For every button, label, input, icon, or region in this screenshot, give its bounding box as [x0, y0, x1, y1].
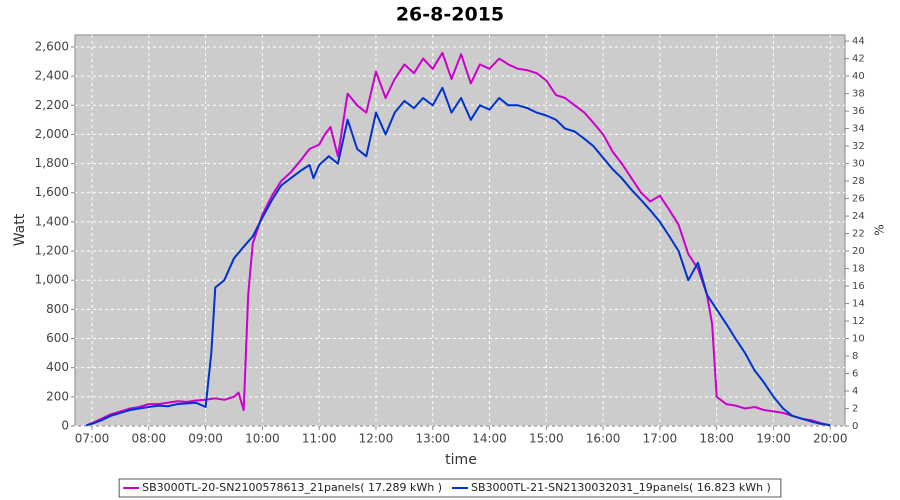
y2-tick-label: 4	[852, 386, 858, 397]
y-tick-label: 1,400	[35, 214, 69, 228]
y2-tick-label: 6	[852, 369, 858, 380]
x-axis-label: time	[445, 452, 477, 468]
y2-tick-label: 12	[852, 316, 865, 327]
y-tick-label: 2,400	[35, 69, 69, 83]
x-tick-label: 10:00	[245, 432, 280, 446]
y2-tick-label: 36	[852, 106, 865, 117]
y2-tick-label: 34	[852, 124, 865, 135]
y2-tick-label: 8	[852, 351, 858, 362]
y2-tick-label: 22	[852, 229, 865, 240]
x-tick-label: 17:00	[643, 432, 678, 446]
y-tick-label: 400	[46, 360, 69, 374]
y2-tick-label: 2	[852, 404, 858, 415]
x-tick-label: 14:00	[472, 432, 507, 446]
x-tick-label: 07:00	[75, 432, 110, 446]
y2-tick-label: 16	[852, 281, 865, 292]
x-tick-label: 09:00	[188, 432, 223, 446]
x-tick-label: 08:00	[132, 432, 167, 446]
y-tick-label: 2,200	[35, 98, 69, 112]
y-tick-label: 200	[46, 389, 69, 403]
y-tick-label: 1,800	[35, 156, 69, 170]
y2-tick-label: 40	[852, 71, 865, 82]
x-tick-label: 20:00	[813, 432, 848, 446]
y2-tick-label: 30	[852, 159, 865, 170]
y-tick-label: 2,000	[35, 127, 69, 141]
y2-tick-label: 10	[852, 334, 865, 345]
y-tick-label: 1,200	[35, 244, 69, 258]
y2-tick-label: 44	[852, 36, 865, 47]
x-tick-label: 12:00	[359, 432, 394, 446]
y-tick-label: 1,600	[35, 185, 69, 199]
y-tick-label: 800	[46, 302, 69, 316]
y2-tick-label: 14	[852, 299, 865, 310]
y2-tick-label: 28	[852, 176, 865, 187]
y2-tick-label: 0	[852, 421, 858, 432]
y-tick-label: 1,000	[35, 273, 69, 287]
y-tick-label: 600	[46, 331, 69, 345]
legend-label: SB3000TL-20-SN2100578613_21panels( 17.28…	[142, 481, 442, 494]
y2-tick-label: 26	[852, 194, 865, 205]
y-axis-label: Watt	[12, 213, 28, 246]
y2-tick-label: 20	[852, 246, 865, 257]
x-tick-label: 11:00	[302, 432, 337, 446]
y2-tick-label: 18	[852, 264, 865, 275]
x-tick-label: 16:00	[586, 432, 621, 446]
legend-label: SB3000TL-21-SN2130032031_19panels( 16.82…	[471, 481, 771, 494]
y-tick-label: 2,600	[35, 39, 69, 53]
y2-tick-label: 32	[852, 141, 865, 152]
series-line	[86, 86, 831, 427]
x-tick-label: 18:00	[699, 432, 734, 446]
y-tick-label: 0	[61, 419, 69, 433]
x-tick-label: 15:00	[529, 432, 564, 446]
x-tick-label: 13:00	[415, 432, 450, 446]
legend-box	[118, 478, 782, 498]
y2-axis-label: %	[873, 224, 887, 235]
y2-tick-label: 24	[852, 211, 865, 222]
x-tick-label: 19:00	[756, 432, 791, 446]
series-line	[86, 51, 831, 427]
y2-tick-label: 42	[852, 54, 865, 65]
y2-tick-label: 38	[852, 89, 865, 100]
chart-title: 26-8-2015	[396, 4, 504, 26]
